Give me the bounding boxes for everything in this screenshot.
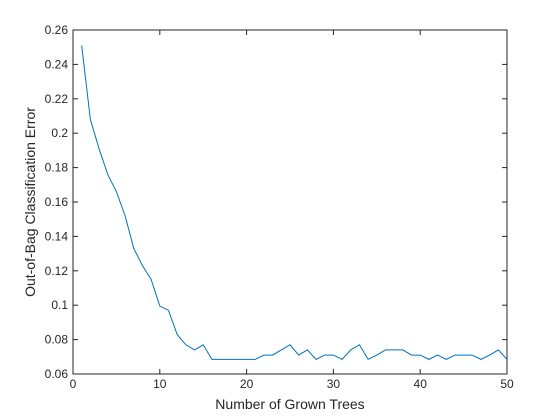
y-tick-label: 0.14: [45, 229, 69, 243]
x-tick-label: 10: [153, 377, 167, 391]
y-tick-label: 0.08: [45, 333, 69, 347]
data-line: [81, 45, 508, 361]
y-tick-label: 0.18: [45, 161, 69, 175]
axes-box: [72, 29, 508, 375]
y-axis-label: Out-of-Bag Classification Error: [22, 107, 38, 297]
x-tick-label: 20: [240, 377, 254, 391]
y-tick-label: 0.26: [45, 23, 69, 37]
y-tick-label: 0.12: [45, 264, 69, 278]
y-tick-label: 0.24: [45, 57, 69, 71]
x-tick-label: 0: [70, 377, 77, 391]
y-tick-label: 0.1: [51, 298, 68, 312]
y-tick-label: 0.2: [51, 126, 68, 140]
y-tick-label: 0.16: [45, 195, 69, 209]
y-tick-label: 0.06: [45, 367, 69, 381]
y-tick-label: 0.22: [45, 92, 69, 106]
x-tick-label: 30: [327, 377, 341, 391]
x-tick-label: 50: [500, 377, 514, 391]
x-axis-label: Number of Grown Trees: [215, 396, 364, 412]
x-tick-label: 40: [414, 377, 428, 391]
